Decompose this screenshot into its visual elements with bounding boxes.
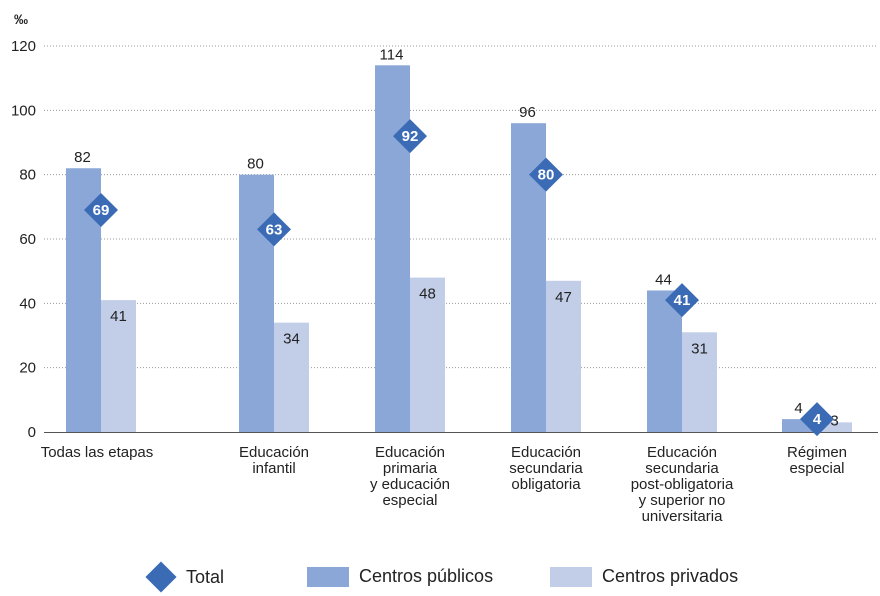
x-tick-label: Educación [375, 444, 445, 461]
bar-private [410, 277, 445, 432]
legend-label-total: Total [186, 566, 225, 587]
bar-private [274, 322, 309, 432]
value-label-private: 3 [830, 412, 838, 429]
x-tick-label: Educación [511, 444, 581, 461]
bar-private [817, 422, 852, 432]
y-tick-label: 80 [19, 167, 36, 184]
total-value-label: 41 [674, 292, 691, 309]
bar-public [239, 174, 274, 432]
x-tick-label: especial [789, 460, 844, 477]
x-tick-label: post-obligatoria [631, 476, 734, 493]
bar-public [647, 290, 682, 432]
y-tick-label: 40 [19, 295, 36, 312]
total-diamond-marker [800, 402, 834, 437]
y-tick-label: 0 [28, 424, 36, 441]
total-diamond-marker [665, 283, 699, 318]
private-swatch-icon [550, 566, 592, 587]
x-tick-label: obligatoria [511, 476, 581, 493]
value-label-private: 41 [110, 308, 127, 325]
x-tick-label: secundaria [509, 460, 583, 477]
bar-public [375, 65, 410, 433]
value-label-private: 34 [283, 331, 300, 348]
x-tick-label: Todas las etapas [41, 444, 154, 461]
bar-private [101, 300, 136, 432]
value-label-private: 48 [419, 286, 436, 303]
y-tick-label: 60 [19, 231, 36, 248]
total-value-label: 4 [813, 411, 822, 428]
y-tick-label: 20 [19, 360, 36, 377]
y-tick-label: 100 [11, 102, 36, 119]
bar-private [682, 332, 717, 432]
x-tick-label: infantil [252, 460, 295, 477]
value-label-public: 96 [519, 104, 536, 121]
total-diamond-marker [84, 193, 118, 228]
value-label-public: 44 [655, 271, 672, 288]
legend-item-private: Centros privados [550, 566, 738, 587]
public-swatch-icon [307, 566, 349, 587]
value-label-public: 114 [380, 46, 404, 63]
total-value-label: 69 [93, 202, 110, 219]
legend-item-total: Total [145, 561, 225, 593]
value-label-private: 47 [555, 289, 572, 306]
legend-item-public: Centros públicos [307, 566, 493, 587]
total-value-label: 63 [266, 221, 283, 238]
legend: Total Centros públicos Centros privados [0, 561, 880, 596]
legend-label-public: Centros públicos [359, 566, 494, 586]
value-label-public: 4 [794, 400, 802, 417]
value-label-public: 82 [74, 149, 91, 166]
legend-label-private: Centros privados [602, 566, 739, 586]
x-tick-label: y educación [370, 476, 450, 493]
total-diamond-marker [257, 212, 291, 247]
bar-private [546, 280, 581, 432]
x-tick-label: Régimen [787, 444, 847, 461]
value-label-public: 80 [247, 156, 264, 173]
x-tick-label: Educación [647, 444, 717, 461]
y-unit-label: ‰ [14, 11, 28, 27]
total-value-label: 80 [538, 167, 555, 184]
y-tick-label: 120 [11, 38, 36, 55]
x-tick-label: Educación [239, 444, 309, 461]
total-diamond-marker [529, 157, 563, 192]
total-marker-icon [145, 561, 177, 593]
x-tick-label: especial [382, 492, 437, 509]
x-tick-label: secundaria [645, 460, 719, 477]
x-tick-label: universitaria [642, 508, 724, 525]
value-label-private: 31 [691, 340, 708, 357]
x-tick-label: primaria [383, 460, 438, 477]
x-tick-label: y superior no [639, 492, 726, 509]
total-diamond-marker [393, 119, 427, 154]
total-value-label: 92 [402, 128, 419, 145]
